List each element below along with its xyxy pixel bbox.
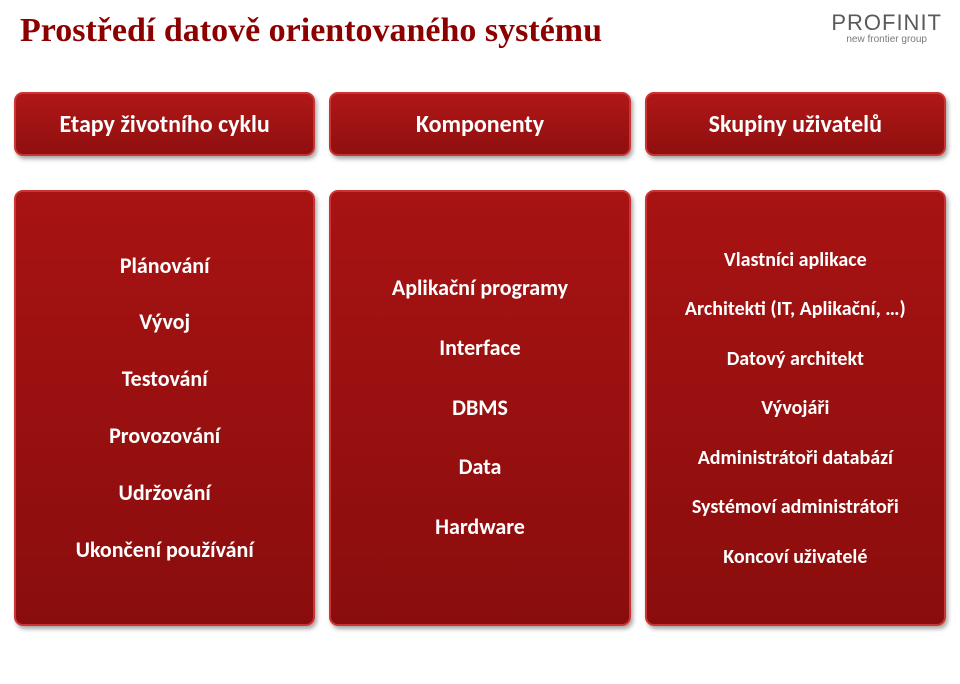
list-item: Plánování [120, 253, 210, 279]
list-item: Vlastníci aplikace [724, 248, 867, 272]
list-item: Architekti (IT, Aplikační, …) [685, 297, 906, 321]
list-item: Administrátoři databází [698, 446, 893, 470]
list-item: Ukončení používání [76, 537, 254, 563]
columns-row: Plánování Vývoj Testování Provozování Ud… [0, 190, 960, 626]
list-item: Vývojáři [761, 396, 829, 420]
column-lifecycle: Plánování Vývoj Testování Provozování Ud… [14, 190, 315, 626]
logo-sub-text: new frontier group [831, 34, 942, 45]
logo-main-text: PROFINIT [831, 10, 942, 36]
header-box-lifecycle: Etapy životního cyklu [14, 92, 315, 156]
list-item: Interface [439, 335, 520, 361]
list-item: Hardware [435, 514, 525, 540]
column-users: Vlastníci aplikace Architekti (IT, Aplik… [645, 190, 946, 626]
list-item: Aplikační programy [392, 275, 568, 301]
list-item: Datový architekt [727, 347, 864, 371]
header-box-components: Komponenty [329, 92, 630, 156]
column-components: Aplikační programy Interface DBMS Data H… [329, 190, 630, 626]
list-item: Vývoj [139, 309, 190, 335]
header-box-users: Skupiny uživatelů [645, 92, 946, 156]
logo: PROFINIT new frontier group [831, 10, 942, 45]
slide-title: Prostředí datově orientovaného systému [20, 12, 602, 50]
list-item: DBMS [452, 395, 508, 421]
list-item: Udržování [119, 480, 211, 506]
list-item: Data [459, 454, 502, 480]
list-item: Koncoví uživatelé [723, 545, 867, 569]
header-row: Etapy životního cyklu Komponenty Skupiny… [0, 92, 960, 156]
list-item: Systémoví administrátoři [692, 495, 899, 519]
list-item: Testování [122, 366, 208, 392]
list-item: Provozování [109, 423, 220, 449]
